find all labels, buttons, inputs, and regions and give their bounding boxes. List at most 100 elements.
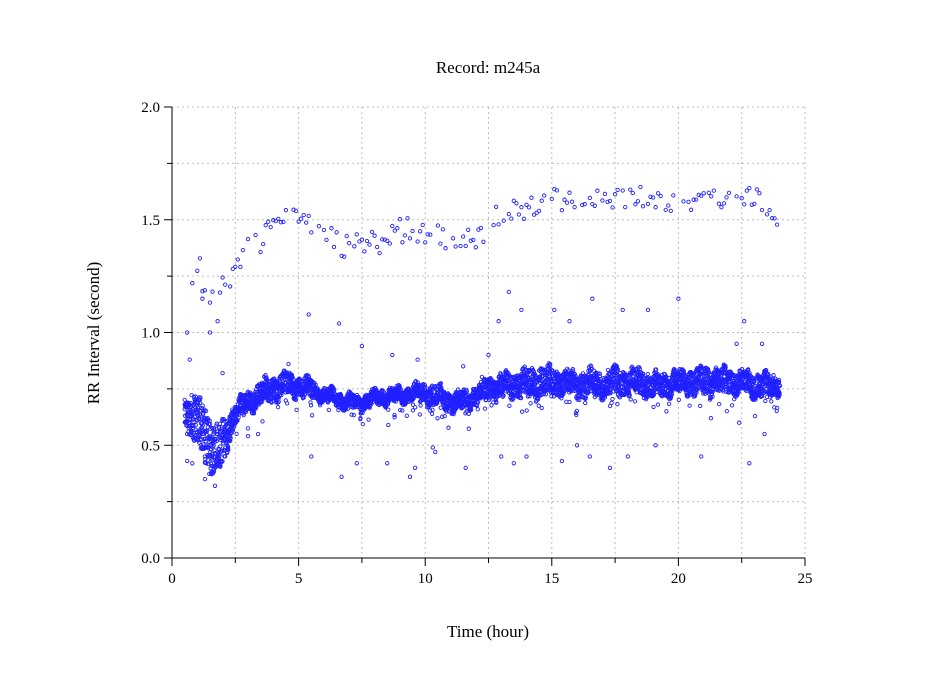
data-point-upper xyxy=(549,196,554,202)
data-point-upper xyxy=(663,207,668,213)
data-point-upper xyxy=(304,220,309,225)
data-point xyxy=(392,412,397,418)
data-point-upper xyxy=(415,239,420,244)
data-point-upper xyxy=(719,205,724,210)
data-point xyxy=(198,400,203,406)
data-point-upper xyxy=(668,208,673,214)
data-point-upper xyxy=(298,216,304,221)
data-point xyxy=(539,405,544,411)
data-point xyxy=(216,456,222,461)
data-point-upper xyxy=(693,197,699,202)
data-point-upper xyxy=(542,193,547,198)
data-point xyxy=(725,379,730,385)
x-tick-label: 5 xyxy=(295,571,303,587)
data-point-upper xyxy=(301,212,306,218)
data-point xyxy=(326,407,331,413)
data-point xyxy=(519,409,525,414)
data-point-upper xyxy=(453,244,458,249)
data-point-upper xyxy=(331,244,337,250)
data-point-upper xyxy=(380,237,385,242)
data-point-outlier xyxy=(430,445,435,450)
data-point-upper xyxy=(245,236,251,242)
data-point xyxy=(397,383,402,388)
data-point xyxy=(589,366,594,371)
data-point-outlier xyxy=(625,454,630,459)
data-point-upper xyxy=(567,190,572,195)
data-point-upper xyxy=(321,227,327,233)
data-point xyxy=(699,364,704,369)
data-point xyxy=(698,403,703,409)
data-point-upper xyxy=(372,233,377,238)
data-point-upper xyxy=(739,196,744,201)
data-point xyxy=(198,395,203,400)
data-point xyxy=(191,419,196,425)
data-point xyxy=(438,405,443,410)
data-point-upper xyxy=(387,241,392,246)
data-point xyxy=(210,454,215,459)
data-point xyxy=(776,377,782,383)
data-point xyxy=(494,400,499,405)
data-point-upper xyxy=(612,192,618,197)
data-point xyxy=(763,398,768,404)
data-point xyxy=(203,408,209,414)
data-point xyxy=(723,365,728,370)
data-point xyxy=(291,377,296,382)
data-point-upper xyxy=(197,256,203,261)
data-point-outlier xyxy=(306,312,311,317)
data-point xyxy=(439,414,445,419)
data-point-outlier xyxy=(524,454,529,459)
data-point-upper xyxy=(757,191,762,196)
data-point-upper xyxy=(296,219,301,224)
data-point-outlier xyxy=(212,483,218,488)
data-point xyxy=(610,396,615,402)
data-point xyxy=(771,373,776,378)
data-point xyxy=(707,370,712,375)
data-point xyxy=(676,397,681,402)
data-point xyxy=(268,399,274,405)
data-point xyxy=(290,375,295,380)
x-tick-label: 15 xyxy=(544,571,559,587)
data-point-upper xyxy=(359,237,365,242)
data-point-upper xyxy=(600,198,605,203)
data-point-upper xyxy=(443,246,448,251)
data-point xyxy=(475,407,480,412)
data-point-upper xyxy=(610,205,615,210)
data-point-upper xyxy=(461,234,466,239)
data-point xyxy=(439,385,444,390)
data-point xyxy=(583,395,589,400)
data-point-upper xyxy=(526,205,532,210)
data-point-upper xyxy=(309,230,314,235)
data-point xyxy=(430,407,435,412)
data-point-upper xyxy=(744,188,749,193)
data-point xyxy=(404,413,409,418)
data-point xyxy=(746,379,752,384)
data-point xyxy=(597,371,602,376)
data-point-upper xyxy=(701,191,706,196)
data-point-upper xyxy=(407,236,413,241)
data-point-upper xyxy=(210,289,215,294)
data-point-upper xyxy=(369,229,375,235)
data-point xyxy=(573,410,579,416)
data-point-upper xyxy=(420,222,425,228)
data-point-upper xyxy=(306,213,311,219)
data-point-upper xyxy=(774,222,780,227)
data-point xyxy=(229,415,234,420)
data-point xyxy=(386,422,391,428)
data-point xyxy=(527,394,532,399)
data-point-upper xyxy=(281,219,286,225)
x-tick-label: 0 xyxy=(168,571,176,587)
data-point xyxy=(677,388,682,394)
data-point xyxy=(254,405,259,410)
data-point-outlier xyxy=(412,465,418,470)
data-point xyxy=(345,406,351,411)
data-point-upper xyxy=(620,188,625,193)
data-point xyxy=(548,363,553,368)
data-point-upper xyxy=(658,193,663,199)
data-point-upper xyxy=(754,187,760,192)
data-point-upper xyxy=(316,224,322,229)
data-point-upper xyxy=(324,237,329,243)
data-point xyxy=(207,422,213,427)
data-point-upper xyxy=(220,275,225,280)
data-point xyxy=(489,377,494,382)
data-point xyxy=(628,397,633,402)
